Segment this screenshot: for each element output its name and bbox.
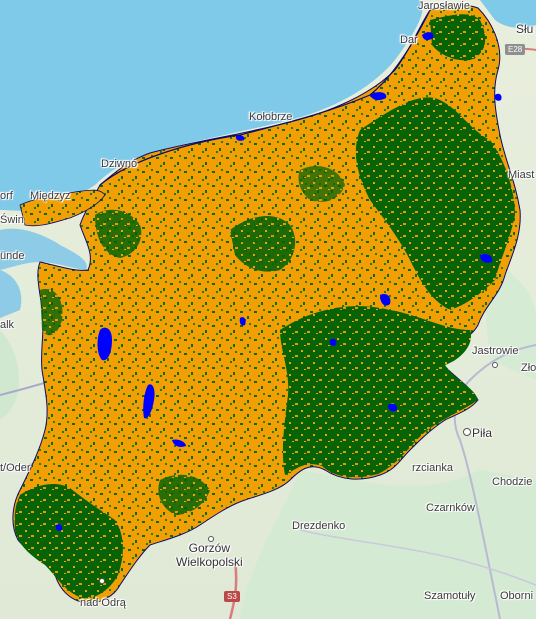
- place-label-miedzyzdroje: Międzyz: [30, 190, 71, 202]
- lagoon: [0, 270, 22, 318]
- place-label-swinoujscie: Świn: [0, 214, 24, 226]
- road-shield-e28: E28: [505, 44, 526, 55]
- place-label-trzcianka: rzcianka: [412, 462, 453, 474]
- baltic-sea: [480, 0, 536, 28]
- place-label-czarnkow: Czarnków: [426, 502, 475, 514]
- place-label-ahlbeck: ünde: [0, 250, 25, 262]
- road-shield-s3: S3: [224, 591, 240, 602]
- city-marker: [208, 536, 214, 542]
- forest-cover: [14, 14, 515, 599]
- place-label-dorf: orf: [0, 190, 13, 202]
- place-label-zlotow: Zło: [521, 362, 536, 374]
- place-label-miastko: Miast: [508, 169, 535, 181]
- place-label-szamotuly: Szamotuły: [424, 590, 476, 602]
- place-label-jaroslawiec: Jarosławie: [418, 0, 470, 12]
- green-area: [0, 330, 19, 420]
- place-label-gorzow: Gorzów Wielkopolski: [176, 541, 243, 569]
- road: [453, 344, 536, 619]
- place-label-oder: t/Oder: [0, 462, 31, 474]
- road: [299, 529, 536, 586]
- city-marker: [492, 362, 498, 368]
- city-marker: [463, 428, 471, 436]
- green-area: [240, 470, 536, 619]
- baltic-sea: [0, 0, 423, 211]
- lakes: [55, 32, 502, 531]
- coastline: [99, 9, 431, 186]
- city-marker: [99, 578, 105, 584]
- place-label-darlowo: Dar: [400, 34, 418, 46]
- place-label-drezdenko: Drezdenko: [292, 520, 346, 532]
- place-label-slupsk: Słu: [516, 22, 534, 36]
- place-label-kolobrzeg: Kołobrze: [249, 111, 293, 123]
- place-label-pila: Piła: [472, 426, 493, 440]
- place-label-dziwnow: Dziwnó: [101, 158, 138, 170]
- place-label-alk: alk: [0, 319, 15, 331]
- place-label-chodziez: Chodzie: [492, 476, 533, 488]
- lagoon: [0, 228, 87, 270]
- place-label-nad-odra: nad Odrą: [80, 597, 126, 609]
- place-label-jastrowie: Jastrowie: [472, 345, 519, 357]
- island: [19, 189, 106, 227]
- place-label-oborniki: Oborni: [500, 590, 534, 602]
